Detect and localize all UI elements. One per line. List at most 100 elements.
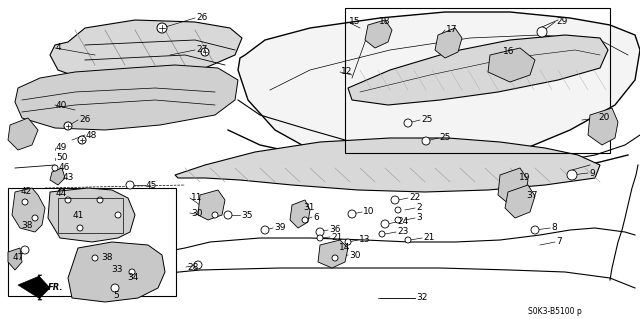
Text: 3: 3 (416, 213, 422, 222)
Circle shape (332, 255, 338, 261)
Text: 24: 24 (397, 218, 408, 226)
Text: 32: 32 (416, 293, 428, 302)
Circle shape (531, 226, 539, 234)
Text: 16: 16 (503, 48, 515, 56)
Circle shape (64, 122, 72, 130)
Text: 4: 4 (56, 43, 61, 53)
Polygon shape (488, 48, 535, 82)
Polygon shape (8, 118, 38, 150)
Circle shape (395, 207, 401, 213)
Text: 5: 5 (113, 292, 119, 300)
Polygon shape (318, 240, 348, 268)
Circle shape (92, 255, 98, 261)
Polygon shape (238, 12, 640, 165)
Circle shape (261, 226, 269, 234)
Text: 8: 8 (551, 224, 557, 233)
Circle shape (129, 269, 135, 275)
Text: 15: 15 (349, 18, 360, 26)
Circle shape (348, 210, 356, 218)
Polygon shape (8, 248, 22, 270)
Text: 29: 29 (556, 18, 568, 26)
Text: 30: 30 (349, 250, 360, 259)
Polygon shape (435, 28, 462, 58)
Circle shape (345, 239, 351, 245)
Bar (58, 198, 123, 233)
Text: 43: 43 (63, 174, 74, 182)
Circle shape (157, 23, 167, 33)
Circle shape (78, 136, 86, 144)
Polygon shape (365, 20, 392, 48)
Polygon shape (290, 200, 310, 228)
Polygon shape (68, 242, 165, 302)
Text: 19: 19 (519, 174, 531, 182)
Circle shape (567, 170, 577, 180)
Text: 25: 25 (439, 133, 451, 143)
Bar (8, 188, 176, 296)
Text: 48: 48 (86, 130, 97, 139)
Polygon shape (348, 35, 608, 105)
Circle shape (404, 119, 412, 127)
Polygon shape (18, 275, 50, 300)
Text: 27: 27 (196, 46, 207, 55)
Text: 21: 21 (423, 234, 435, 242)
Text: 22: 22 (409, 194, 420, 203)
Bar (345, 8, 610, 153)
Text: 30: 30 (191, 209, 202, 218)
Circle shape (52, 165, 58, 171)
Circle shape (58, 189, 66, 197)
Circle shape (21, 246, 29, 254)
Text: 20: 20 (598, 114, 609, 122)
Polygon shape (15, 65, 238, 130)
Text: 37: 37 (526, 190, 538, 199)
Circle shape (381, 220, 389, 228)
Text: S0K3-B5100 p: S0K3-B5100 p (528, 308, 582, 316)
Text: 47: 47 (13, 254, 24, 263)
Polygon shape (588, 108, 618, 145)
Polygon shape (12, 188, 45, 232)
Text: 50: 50 (56, 153, 67, 162)
Text: FR.: FR. (48, 283, 63, 292)
Circle shape (316, 228, 324, 236)
Text: 46: 46 (59, 164, 70, 173)
Text: 25: 25 (421, 115, 433, 124)
Polygon shape (50, 168, 65, 185)
Circle shape (115, 212, 121, 218)
Circle shape (77, 225, 83, 231)
Polygon shape (198, 190, 225, 220)
Text: 41: 41 (73, 211, 84, 219)
Text: 38: 38 (101, 254, 113, 263)
Text: 17: 17 (446, 26, 458, 34)
Polygon shape (498, 168, 528, 205)
Text: 18: 18 (379, 18, 390, 26)
Text: 12: 12 (341, 68, 353, 77)
Text: 21: 21 (331, 233, 342, 241)
Text: 39: 39 (274, 224, 285, 233)
Text: 10: 10 (363, 207, 374, 217)
Circle shape (111, 284, 119, 292)
Circle shape (194, 261, 202, 269)
Text: 23: 23 (397, 227, 408, 236)
Circle shape (22, 199, 28, 205)
Text: 26: 26 (196, 13, 207, 23)
Circle shape (224, 211, 232, 219)
Circle shape (97, 197, 103, 203)
Circle shape (317, 235, 323, 241)
Text: 35: 35 (241, 211, 253, 219)
Circle shape (201, 48, 209, 56)
Text: 34: 34 (127, 273, 138, 283)
Polygon shape (48, 188, 135, 242)
Text: 13: 13 (359, 235, 371, 244)
Text: 36: 36 (329, 226, 340, 234)
Text: 45: 45 (146, 181, 157, 189)
Circle shape (302, 217, 308, 223)
Text: 31: 31 (303, 203, 314, 211)
Polygon shape (175, 138, 600, 192)
Text: 49: 49 (56, 144, 67, 152)
Text: 14: 14 (339, 243, 350, 253)
Text: 9: 9 (589, 168, 595, 177)
Circle shape (126, 181, 134, 189)
Text: 38: 38 (21, 220, 33, 229)
Text: 7: 7 (556, 238, 562, 247)
Circle shape (32, 215, 38, 221)
Text: 11: 11 (191, 194, 202, 203)
